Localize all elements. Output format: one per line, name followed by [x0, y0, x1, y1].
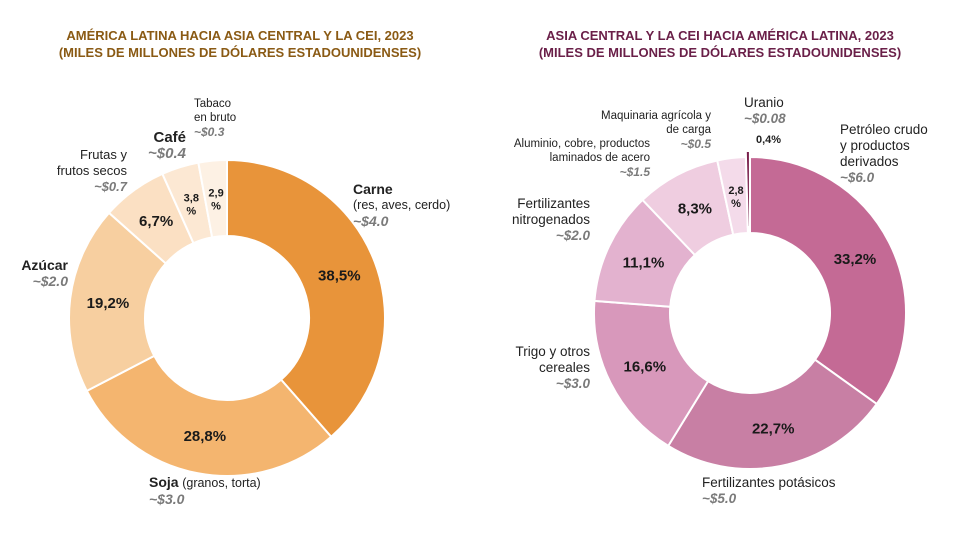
- label-name: Carne: [353, 181, 393, 197]
- label-name: Frutas y: [80, 147, 127, 162]
- label-azucar: Azúcar ~$2.0: [21, 257, 68, 289]
- slice-percent-label: 22,7%: [752, 421, 795, 438]
- label-value: ~$5.0: [702, 491, 737, 506]
- slice: [666, 358, 879, 470]
- label-value: ~$0.08: [744, 111, 786, 126]
- label-value: ~$0.5: [680, 137, 711, 151]
- label-name: Maquinaria agrícola y: [601, 110, 711, 122]
- slice-percent-label: 11,1%: [623, 254, 665, 271]
- label-value: ~$6.0: [840, 170, 875, 185]
- label-value: ~$0.7: [94, 179, 127, 194]
- slice-percent-label: 2,8%: [728, 185, 743, 210]
- slice: [85, 354, 333, 477]
- label-name: laminados de acero: [549, 152, 650, 164]
- label-name: Café: [153, 129, 186, 146]
- slice-percent-label: 33,2%: [834, 251, 877, 268]
- label-name: en bruto: [194, 112, 237, 124]
- slice-percent-label: 2,9%: [208, 187, 223, 212]
- label-soja: Soja (granos, torta) ~$3.0: [149, 474, 261, 507]
- label-value: ~$1.5: [619, 165, 650, 179]
- donut-chart: 33,2% 22,7% 16,6% 11,1% 8,3% 2,8%: [593, 150, 907, 470]
- donut-chart: 38,5% 28,8% 19,2% 6,7% 3,8 % 2,9%: [68, 158, 386, 477]
- label-name: nitrogenados: [511, 212, 590, 227]
- label-value: ~$2.0: [32, 273, 68, 289]
- label-subname: (granos, torta): [182, 476, 261, 490]
- label-trigo: Trigo y otros cereales ~$3.0: [515, 344, 590, 392]
- label-value: ~$3.0: [149, 491, 185, 507]
- slice-percent-label: 28,8%: [184, 428, 227, 445]
- label-subname: (res, aves, cerdo): [353, 198, 451, 212]
- slice: [744, 150, 751, 229]
- label-name: Petróleo crudo: [840, 122, 928, 137]
- label-value: ~$3.0: [555, 376, 590, 391]
- label-value: ~$0.3: [194, 125, 225, 139]
- slice: [68, 211, 168, 393]
- slice-percent-label: 6,7%: [139, 213, 173, 230]
- label-frutas: Frutas y frutos secos ~$0.7: [57, 147, 127, 195]
- label-name: Fertilizantes potásicos: [702, 475, 836, 490]
- slice-percent-label: 3,8%: [184, 192, 199, 217]
- slice: [749, 155, 907, 406]
- label-name: de carga: [666, 124, 711, 136]
- slice: [593, 299, 710, 448]
- label-petroleo: Petróleo crudo y productos derivados ~$6…: [840, 122, 928, 186]
- label-name: derivados: [840, 154, 899, 169]
- chart-title-line2: (MILES DE MILLONES DE DÓLARES ESTADOUNID…: [538, 45, 902, 60]
- label-name: Fertilizantes: [517, 196, 590, 211]
- chart-title-line1: AMÉRICA LATINA HACIA ASIA CENTRAL Y LA C…: [66, 28, 414, 43]
- chart-title: AMÉRICA LATINA HACIA ASIA CENTRAL Y LA C…: [0, 27, 480, 61]
- label-maquinaria: Maquinaria agrícola y de carga ~$0.5: [601, 109, 711, 151]
- slice: [716, 156, 749, 236]
- slice-percent-label: 8,3%: [678, 201, 712, 218]
- label-carne: Carne (res, aves, cerdo) ~$4.0: [353, 181, 450, 229]
- label-nitrogenados: Fertilizantes nitrogenados ~$2.0: [512, 196, 590, 244]
- label-name: Trigo y otros: [515, 344, 590, 359]
- slice: [226, 158, 386, 439]
- label-name: y productos: [840, 138, 910, 153]
- slice-percent-label: 0,4%: [756, 134, 782, 146]
- chart-title: ASIA CENTRAL Y LA CEI HACIA AMÉRICA LATI…: [480, 27, 960, 61]
- label-potasicos: Fertilizantes potásicos ~$5.0: [702, 475, 836, 507]
- chart-title-line1: ASIA CENTRAL Y LA CEI HACIA AMÉRICA LATI…: [546, 28, 894, 43]
- chart-title-line2: (MILES DE MILLONES DE DÓLARES ESTADOUNID…: [58, 45, 422, 60]
- label-name: Azúcar: [21, 257, 68, 273]
- chart-cis-to-latam: ASIA CENTRAL Y LA CEI HACIA AMÉRICA LATI…: [480, 0, 960, 540]
- label-uranio: Uranio ~$0.08: [744, 95, 786, 127]
- label-name: Uranio: [744, 95, 784, 110]
- label-value: ~$2.0: [555, 228, 590, 243]
- label-name: Tabaco: [194, 98, 232, 110]
- label-name: Soja: [149, 474, 179, 490]
- slice: [197, 158, 228, 239]
- label-value: ~$4.0: [353, 213, 389, 229]
- label-tabaco: Tabaco en bruto ~$0.3: [194, 97, 236, 139]
- label-value: ~$0.4: [148, 145, 186, 162]
- chart-latam-to-cis: AMÉRICA LATINA HACIA ASIA CENTRAL Y LA C…: [0, 27, 480, 507]
- label-name: cereales: [538, 360, 590, 375]
- label-aluminio: Aluminio, cobre, productos laminados de …: [514, 137, 650, 179]
- slice-percent-label: 16,6%: [624, 359, 667, 376]
- slice-percent-label: 19,2%: [87, 295, 130, 312]
- label-name: Aluminio, cobre, productos: [513, 138, 650, 150]
- slice-percent-label: 38,5%: [318, 268, 361, 285]
- label-cafe: Café ~$0.4: [148, 130, 186, 162]
- label-name: frutos secos: [56, 163, 127, 178]
